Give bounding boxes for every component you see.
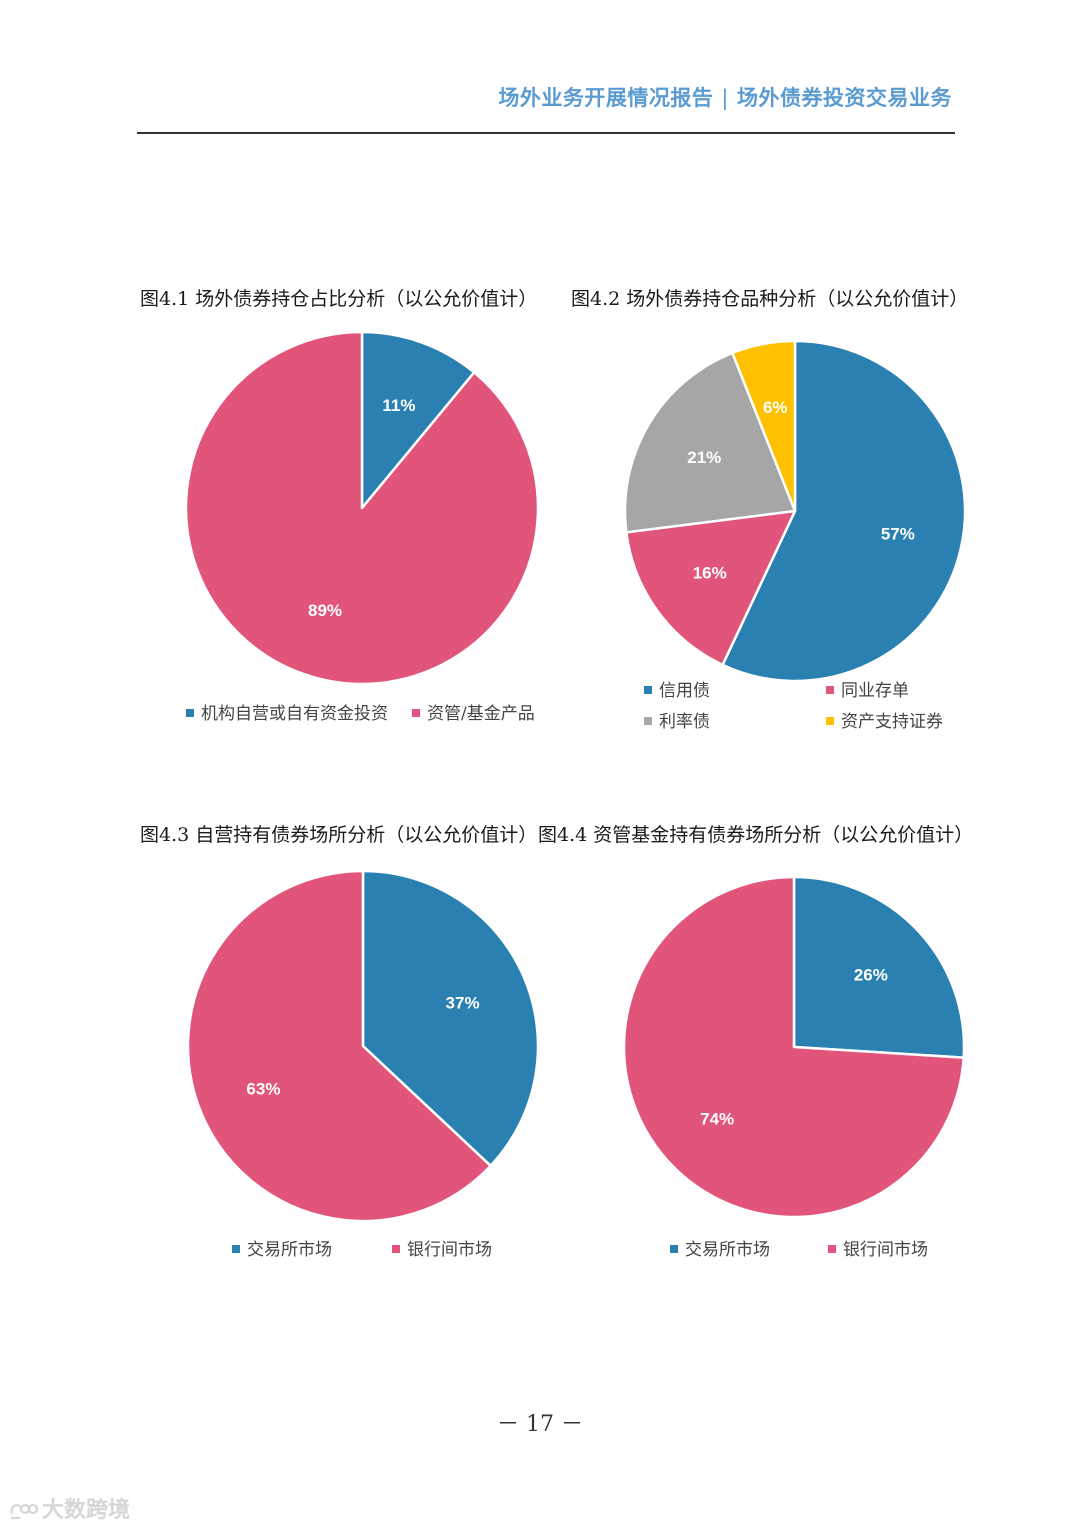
pie-slice-bond-types-1 [625,509,797,667]
pie-slice-asset-mgmt-venue-1 [622,875,965,1219]
header-separator: | [721,86,729,110]
legend-item: 信用债 [644,676,710,701]
pie-data-label-holdings-share-1: 89% [308,601,342,620]
watermark: 大数跨境 [8,1492,130,1524]
page-number: － 17 － [497,1412,583,1437]
legend-item: 利率债 [644,707,710,732]
pie-data-label-asset-mgmt-venue-1: 74% [700,1110,734,1129]
legend-swatch [670,1244,678,1253]
legend-label: 利率债 [659,712,710,732]
legend-item: 资管/基金产品 [412,699,535,724]
pie-data-label-bond-types-0: 57% [881,524,915,543]
running-header: 场外业务开展情况报告 | 场外债券投资交易业务 [498,82,952,112]
pie-data-label-proprietary-venue-1: 63% [246,1080,280,1099]
legend-swatch [826,685,834,694]
pie-chart-holdings-share: 11% 89% [184,330,540,686]
legend-label: 资管/基金产品 [427,704,535,724]
legend-label: 交易所市场 [247,1240,332,1260]
legend-item: 交易所市场 [232,1235,332,1260]
watermark-logo-icon [10,1503,38,1520]
legend-label: 同业存单 [841,681,909,701]
watermark-text: 大数跨境 [42,1498,131,1523]
pie-chart-asset-mgmt-venue: 26% 74% [622,875,966,1219]
legend-item: 同业存单 [826,676,909,701]
pie-slice-bond-types-2 [623,351,797,534]
legend-label: 银行间市场 [407,1240,492,1260]
legend-swatch [412,708,420,717]
pie-slice-proprietary-venue-0 [361,869,540,1168]
pie-chart-proprietary-venue: 37% 63% [186,869,540,1223]
legend-label: 交易所市场 [685,1240,770,1260]
pie-slice-asset-mgmt-venue-0 [792,875,966,1059]
legend-swatch [392,1244,400,1253]
pie-data-label-proprietary-venue-0: 37% [446,993,480,1012]
report-title: 场外业务开展情况报告 [498,86,714,110]
legend-swatch [186,708,194,717]
legend-label: 信用债 [659,681,710,701]
pie-data-label-bond-types-2: 21% [687,448,721,467]
pie-slice-holdings-share-1 [184,330,540,686]
legend-swatch [232,1244,240,1253]
pie-data-label-holdings-share-0: 11% [382,396,415,415]
legend-label: 机构自营或自有资金投资 [201,704,388,724]
chart-3-title: 图4.3 自营持有债券场所分析（以公允价值计） [140,824,538,846]
legend-item: 银行间市场 [392,1235,492,1260]
chart-1-title: 图4.1 场外债券持仓占比分析（以公允价值计） [140,288,538,310]
legend-label: 银行间市场 [843,1240,928,1260]
legend-swatch [644,716,652,725]
legend-swatch [828,1244,836,1253]
legend-item: 机构自营或自有资金投资 [186,699,388,724]
legend-item: 交易所市场 [670,1235,770,1260]
pie-data-label-bond-types-1: 16% [693,563,727,582]
header-rule [137,132,955,134]
legend-swatch [826,716,834,725]
legend-item: 资产支持证券 [826,707,943,732]
pie-slice-bond-types-3 [731,339,797,513]
pie-chart-bond-types: 57% 16% 21% 6% [623,339,967,683]
legend-item: 银行间市场 [828,1235,928,1260]
legend-swatch [644,685,652,694]
pie-slice-holdings-share-0 [360,330,476,510]
pie-data-label-bond-types-3: 6% [763,398,788,417]
legend-label: 资产支持证券 [841,712,943,732]
chart-2-title: 图4.2 场外债券持仓品种分析（以公允价值计） [571,288,969,310]
pie-data-label-asset-mgmt-venue-0: 26% [854,965,888,984]
chart-4-title: 图4.4 资管基金持有债券场所分析（以公允价值计） [538,824,974,846]
section-title: 场外债券投资交易业务 [737,86,952,110]
pie-slice-bond-types-0 [721,339,967,683]
pie-slice-proprietary-venue-1 [186,869,492,1223]
